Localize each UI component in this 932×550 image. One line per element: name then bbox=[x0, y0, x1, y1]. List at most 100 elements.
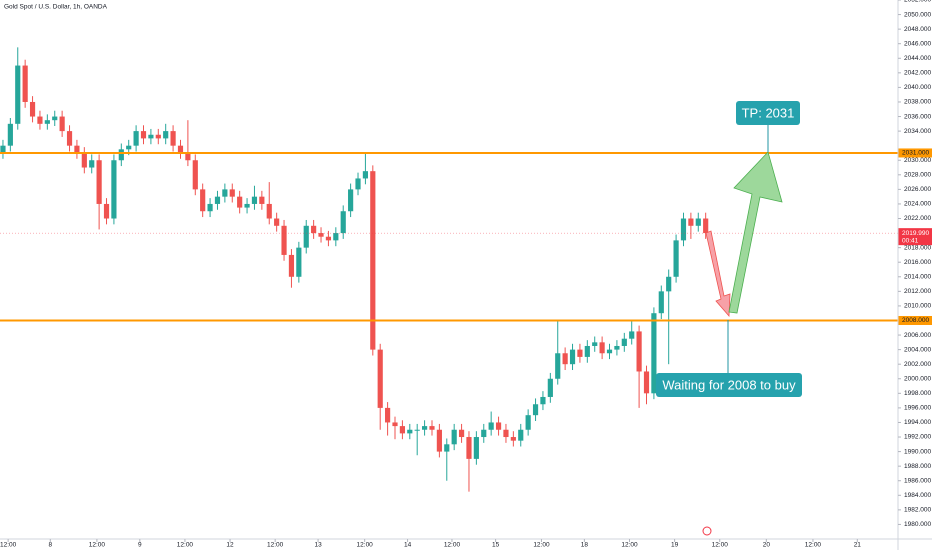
candle-body bbox=[592, 342, 598, 346]
candle-body bbox=[200, 189, 206, 212]
candle-body bbox=[170, 131, 176, 146]
candle-body bbox=[74, 145, 80, 153]
candle-body bbox=[444, 444, 450, 452]
candle-body bbox=[333, 233, 339, 241]
candle-body bbox=[703, 218, 709, 234]
x-tick-label: 12:00 bbox=[444, 542, 461, 549]
candles bbox=[0, 47, 709, 492]
candle-body bbox=[15, 65, 21, 124]
y-tick-label: 2030.000 bbox=[904, 157, 931, 164]
y-tick-label: 2026.000 bbox=[904, 186, 931, 193]
candle-body bbox=[66, 131, 73, 146]
tp-label: TP: 2031 bbox=[742, 105, 795, 120]
candle-body bbox=[155, 134, 161, 139]
x-tick-label: 12:00 bbox=[621, 542, 638, 549]
candle-body bbox=[429, 426, 435, 430]
candle-body bbox=[377, 349, 383, 408]
candle-body bbox=[466, 437, 472, 459]
candle-body bbox=[126, 145, 132, 150]
candle-body bbox=[407, 429, 413, 434]
y-tick-label: 2050.000 bbox=[904, 11, 931, 18]
candle-body bbox=[532, 404, 539, 416]
candle-body bbox=[547, 378, 553, 397]
x-tick-label: 12 bbox=[226, 542, 234, 549]
x-tick-label: 12:00 bbox=[712, 542, 729, 549]
candle-body bbox=[303, 225, 309, 248]
candle-body bbox=[0, 145, 6, 153]
x-tick-label: 18 bbox=[581, 542, 589, 549]
level-tag bbox=[898, 315, 932, 325]
candle-body bbox=[673, 240, 679, 277]
icon bbox=[702, 526, 712, 536]
candle-body bbox=[503, 429, 509, 438]
y-tick-label: 2002.000 bbox=[904, 361, 931, 368]
candle-body bbox=[148, 134, 154, 139]
candle-body bbox=[311, 225, 317, 234]
candle-body bbox=[495, 422, 502, 430]
candle-body bbox=[52, 116, 58, 121]
candle-body bbox=[392, 422, 398, 427]
y-tick-label: 2004.000 bbox=[904, 346, 931, 353]
candle-body bbox=[318, 233, 324, 237]
y-tick-label: 2052.000 bbox=[904, 0, 931, 4]
level-tag-label: 2031.000 bbox=[902, 150, 929, 157]
y-tick-label: 2014.000 bbox=[904, 274, 931, 281]
candle-body bbox=[103, 203, 110, 219]
candle-body bbox=[680, 218, 687, 241]
y-tick-label: 2000.000 bbox=[904, 375, 931, 382]
candle-body bbox=[185, 152, 191, 161]
candle-body bbox=[244, 203, 250, 208]
candle-body bbox=[118, 149, 124, 161]
y-tick-label: 2024.000 bbox=[904, 201, 931, 208]
x-tick-label: 12:00 bbox=[805, 542, 822, 549]
candle-body bbox=[436, 429, 442, 452]
buy-box bbox=[656, 373, 802, 397]
candle-body bbox=[562, 353, 568, 365]
candle-body bbox=[643, 371, 650, 394]
candle-body bbox=[481, 429, 487, 438]
y-tick-label: 1990.000 bbox=[904, 448, 931, 455]
candle-body bbox=[251, 196, 258, 204]
y-tick-label: 1986.000 bbox=[904, 477, 931, 484]
candle-body bbox=[362, 171, 369, 179]
candle-body bbox=[237, 196, 243, 208]
candle-body bbox=[59, 116, 65, 132]
x-tick-label: 14 bbox=[404, 542, 412, 549]
candle-body bbox=[111, 160, 117, 219]
countdown-label: 00:41 bbox=[902, 237, 919, 244]
candle-body bbox=[614, 345, 620, 350]
y-tick-label: 2016.000 bbox=[904, 259, 931, 266]
current-price-label: 2019.990 bbox=[902, 230, 929, 237]
y-tick-label: 1982.000 bbox=[904, 507, 931, 514]
candle-body bbox=[473, 437, 479, 459]
candle-body bbox=[577, 349, 583, 357]
current-price-tag bbox=[898, 228, 932, 246]
y-tick-label: 2012.000 bbox=[904, 288, 931, 295]
candle-body bbox=[89, 160, 95, 168]
candle-body bbox=[370, 171, 376, 350]
x-tick-label: 19 bbox=[671, 542, 679, 549]
candle-body bbox=[140, 131, 147, 139]
candle-body bbox=[488, 422, 494, 430]
y-tick-label: 1980.000 bbox=[904, 521, 931, 528]
candle-body bbox=[451, 429, 457, 445]
candle-body bbox=[458, 429, 465, 438]
candle-body bbox=[259, 196, 265, 204]
y-tick-label: 2036.000 bbox=[904, 113, 931, 120]
candle-body bbox=[636, 331, 642, 372]
candle-body bbox=[348, 189, 354, 212]
candle-body bbox=[340, 211, 346, 234]
candle-body bbox=[325, 236, 332, 241]
candle-body bbox=[133, 131, 139, 146]
y-tick-label: 2044.000 bbox=[904, 55, 931, 62]
candle-body bbox=[22, 65, 28, 102]
candle-body bbox=[37, 116, 43, 124]
candle-body bbox=[385, 407, 391, 423]
candle-body bbox=[177, 145, 184, 153]
candle-body bbox=[555, 353, 561, 379]
y-tick-label: 2022.000 bbox=[904, 215, 931, 222]
candle-body bbox=[355, 178, 361, 190]
